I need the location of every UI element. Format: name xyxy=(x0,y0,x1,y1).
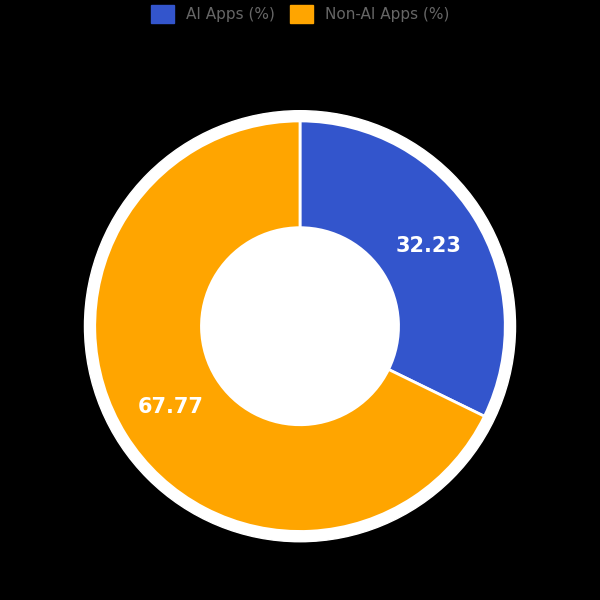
Text: 67.77: 67.77 xyxy=(138,397,204,416)
Text: 32.23: 32.23 xyxy=(396,236,462,256)
Circle shape xyxy=(85,110,515,542)
Wedge shape xyxy=(300,121,505,416)
Wedge shape xyxy=(95,121,484,532)
Legend: AI Apps (%), Non-AI Apps (%): AI Apps (%), Non-AI Apps (%) xyxy=(143,0,457,31)
